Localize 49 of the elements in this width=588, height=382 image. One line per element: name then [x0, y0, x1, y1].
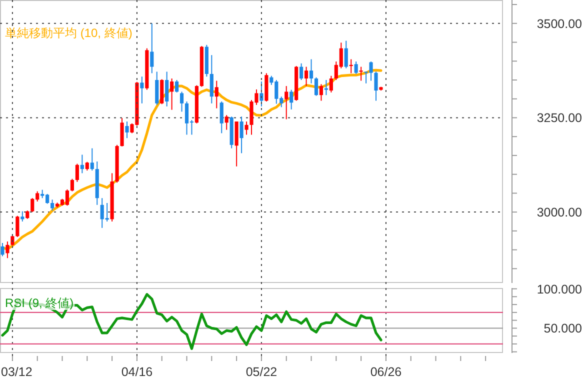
series-label: RSI (9, 終値): [5, 296, 74, 310]
x-tick-label: 05/22: [246, 365, 278, 379]
candlestick: [90, 148, 94, 172]
candlestick: [150, 22, 154, 74]
candlestick: [314, 76, 318, 96]
candlestick: [214, 80, 218, 109]
candlestick: [324, 79, 328, 96]
candlestick: [304, 66, 308, 87]
candlestick: [354, 61, 358, 74]
candlestick: [284, 86, 288, 120]
candlestick: [210, 54, 214, 104]
candlestick: [344, 40, 348, 69]
candlestick: [80, 154, 84, 174]
candlestick: [319, 84, 324, 102]
candlestick: [165, 71, 169, 107]
candlestick: [220, 101, 224, 134]
y-tick-label: 100.000: [536, 282, 582, 296]
line-series: [1, 293, 382, 350]
x-tick-label: 06/26: [370, 365, 402, 379]
candlestick: [6, 240, 10, 259]
y-tick-label: 50.000: [544, 322, 582, 336]
y-tick-label: 3250.00: [536, 111, 582, 126]
x-tick-label: 04/16: [121, 365, 153, 379]
candlestick: [70, 178, 74, 192]
candlestick: [16, 215, 20, 238]
candlestick: [0, 242, 4, 257]
candlestick: [240, 116, 244, 154]
candlestick: [75, 163, 79, 182]
y-tick-label: 3500.00: [536, 16, 582, 31]
candlestick: [300, 62, 304, 80]
text: 単純移動平均 (10, 終値): [5, 26, 132, 40]
candlestick: [155, 71, 159, 106]
y-tick-label: 3000.00: [536, 206, 582, 220]
candlestick: [374, 71, 378, 102]
candlestick: [329, 75, 333, 93]
candlestick: [175, 79, 179, 93]
candlestick: [140, 76, 144, 104]
candlestick: [125, 121, 129, 139]
candlestick: [160, 78, 164, 105]
candlestick: [244, 121, 248, 136]
candlestick: [224, 114, 228, 130]
candlestick: [20, 210, 24, 222]
candlestick: [120, 118, 124, 147]
candlestick: [309, 58, 314, 84]
candlestick: [50, 199, 54, 212]
x-tick-label: 03/12: [1, 365, 32, 379]
candlestick: [290, 89, 294, 110]
candlestick: [170, 78, 174, 110]
candlestick: [180, 91, 184, 112]
